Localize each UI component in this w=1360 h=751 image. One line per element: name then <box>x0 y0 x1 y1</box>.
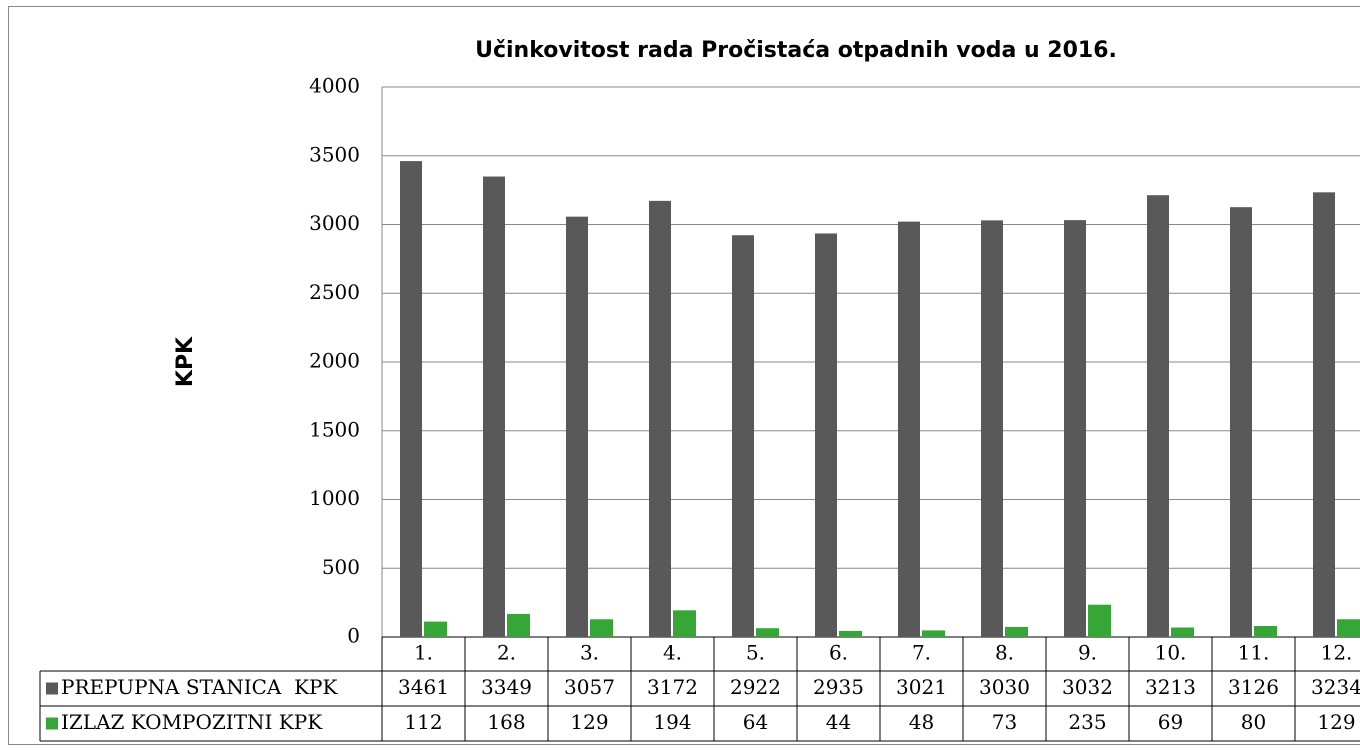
table-value: 112 <box>404 710 442 734</box>
bar <box>1254 626 1277 637</box>
table-value: 80 <box>1241 710 1266 734</box>
table-value: 3126 <box>1228 675 1279 699</box>
bar <box>981 220 1003 637</box>
table-value: 73 <box>992 710 1017 734</box>
y-tick-label: 3000 <box>309 211 360 235</box>
table-value: 3021 <box>896 675 947 699</box>
bar <box>1313 192 1335 637</box>
table-value: 3461 <box>398 675 449 699</box>
table-value: 3213 <box>1145 675 1196 699</box>
y-tick-label: 1000 <box>309 486 360 510</box>
bar <box>922 630 945 637</box>
bar <box>1005 626 1028 637</box>
bar <box>756 628 779 637</box>
bar <box>1230 207 1252 638</box>
x-tick-label: 5. <box>746 641 765 665</box>
chart-border <box>8 6 1360 745</box>
x-tick-label: 9. <box>1078 641 1097 665</box>
bar <box>839 630 862 637</box>
table-value: 44 <box>826 710 851 734</box>
legend-key <box>46 682 58 695</box>
bar <box>898 221 920 638</box>
bar <box>400 161 422 638</box>
x-tick-label: 12. <box>1321 641 1353 665</box>
table-value: 69 <box>1158 710 1183 734</box>
y-tick-label: 2500 <box>309 280 360 304</box>
bar <box>590 619 613 637</box>
x-tick-label: 8. <box>995 641 1014 665</box>
table-value: 3349 <box>481 675 532 699</box>
bar <box>1337 619 1360 637</box>
bar <box>815 233 837 637</box>
bar <box>483 176 505 637</box>
y-tick-label: 2000 <box>309 349 360 373</box>
table-value: 129 <box>570 710 608 734</box>
x-tick-label: 6. <box>829 641 848 665</box>
bar <box>424 621 447 637</box>
table-value: 168 <box>487 710 525 734</box>
table-value: 129 <box>1317 710 1355 734</box>
bar <box>732 235 754 637</box>
bar <box>1088 604 1111 637</box>
x-tick-label: 7. <box>912 641 931 665</box>
x-tick-label: 11. <box>1238 641 1270 665</box>
table-value: 2935 <box>813 675 864 699</box>
table-value: 3030 <box>979 675 1030 699</box>
table-value: 64 <box>743 710 768 734</box>
legend-label: IZLAZ KOMPOZITNI KPK <box>61 710 323 734</box>
table-value: 48 <box>909 710 934 734</box>
table-value: 3172 <box>647 675 698 699</box>
table-value: 2922 <box>730 675 781 699</box>
x-tick-label: 10. <box>1155 641 1187 665</box>
table-value: 3032 <box>1062 675 1113 699</box>
chart-title: Učinkovitost rada Pročistaća otpadnih vo… <box>475 38 1117 63</box>
y-tick-label: 4000 <box>309 74 360 98</box>
y-axis-label: KPK <box>173 336 198 387</box>
bar <box>566 216 588 637</box>
table-value: 235 <box>1068 710 1106 734</box>
y-tick-label: 1500 <box>309 417 360 441</box>
x-tick-label: 1. <box>414 641 433 665</box>
y-tick-label: 3500 <box>309 142 360 166</box>
x-tick-label: 4. <box>663 641 682 665</box>
bar <box>1064 220 1086 637</box>
table-value: 3057 <box>564 675 615 699</box>
y-tick-label: 0 <box>347 624 360 648</box>
legend-key <box>46 717 58 730</box>
table-value: 3234 <box>1311 675 1360 699</box>
bar <box>673 610 696 637</box>
x-tick-label: 3. <box>580 641 599 665</box>
table-value: 194 <box>653 710 691 734</box>
y-tick-label: 500 <box>322 555 360 579</box>
x-tick-label: 2. <box>497 641 516 665</box>
legend-label: PREPUPNA STANICA KPK <box>61 675 338 699</box>
bar <box>649 200 671 637</box>
bar <box>1171 627 1194 637</box>
bar <box>507 613 530 637</box>
bar <box>1147 195 1169 637</box>
